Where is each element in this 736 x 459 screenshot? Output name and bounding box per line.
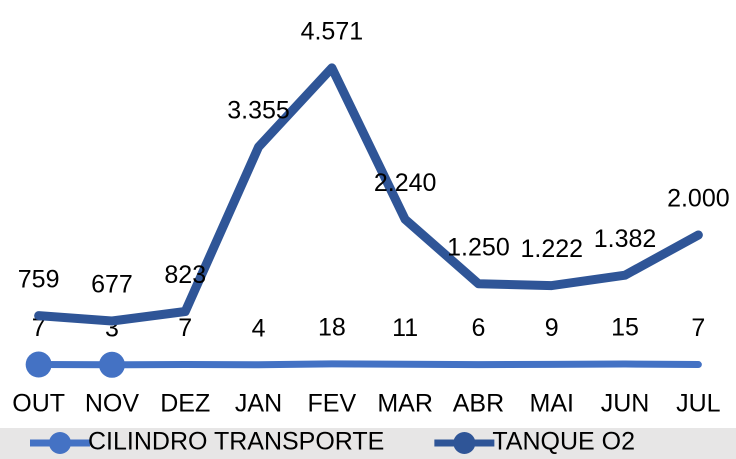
data-label: 1.382 <box>594 225 657 253</box>
data-label: 1.222 <box>520 235 583 263</box>
legend-label: TANQUE O2 <box>492 428 635 456</box>
x-tick-label: MAR <box>377 390 433 418</box>
data-label: 823 <box>164 261 206 289</box>
data-label: 759 <box>18 265 60 293</box>
series-line <box>35 360 702 369</box>
x-tick-label: FEV <box>308 390 357 418</box>
x-tick-label: MAI <box>530 390 574 418</box>
x-tick-label: NOV <box>85 390 140 418</box>
data-label: 15 <box>611 314 639 342</box>
legend-marker <box>453 432 476 454</box>
data-label: 7 <box>178 314 192 342</box>
data-label: 18 <box>318 313 346 341</box>
data-label: 2.240 <box>374 169 437 197</box>
legend-marker <box>49 432 71 454</box>
data-label: 7 <box>691 314 705 342</box>
x-tick-label: OUT <box>12 390 65 418</box>
x-tick-label: JAN <box>235 390 282 418</box>
legend-label: CILINDRO TRANSPORTE <box>88 428 384 456</box>
data-label: 4 <box>252 314 266 342</box>
data-label: 4.571 <box>301 17 364 45</box>
x-tick-label: JUN <box>601 390 650 418</box>
series-marker <box>98 351 125 378</box>
data-label: 2.000 <box>667 185 730 213</box>
series-marker <box>25 351 52 378</box>
data-label: 6 <box>471 314 485 342</box>
series-line <box>34 63 703 326</box>
data-label: 3.355 <box>227 97 290 125</box>
x-tick-label: JUL <box>676 390 721 418</box>
x-tick-label: ABR <box>453 390 504 418</box>
data-label: 11 <box>392 314 418 342</box>
data-label: 1.250 <box>447 233 510 261</box>
data-label: 677 <box>91 271 133 299</box>
data-label: 7 <box>32 314 46 342</box>
legend-background <box>0 428 736 459</box>
x-tick-label: DEZ <box>160 390 210 418</box>
data-label: 9 <box>545 314 559 342</box>
